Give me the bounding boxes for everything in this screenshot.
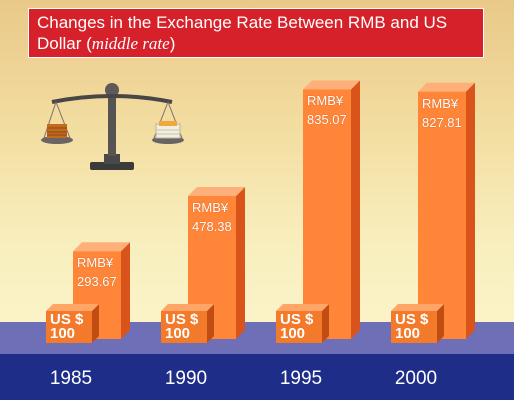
bar-top-1995 bbox=[303, 80, 360, 90]
usd-box-top-1995 bbox=[276, 304, 329, 311]
data-label-2000: 827.81 bbox=[422, 114, 462, 130]
usd-box-1985 bbox=[46, 311, 92, 343]
x-tick-label-1985: 1985 bbox=[49, 368, 93, 389]
usd-box-1995 bbox=[276, 311, 322, 343]
bar-side-1990 bbox=[236, 187, 245, 339]
usd-box-2000 bbox=[391, 311, 437, 343]
bar-top-2000 bbox=[418, 82, 475, 92]
axis-band bbox=[0, 354, 514, 400]
chart-title: Changes in the Exchange Rate Between RMB… bbox=[28, 8, 484, 58]
data-label-1985: 293.67 bbox=[77, 274, 117, 290]
value-prefix-1985: RMB¥ bbox=[77, 255, 114, 271]
usd-box-top-1990 bbox=[161, 304, 214, 311]
usd-box-side-2000 bbox=[437, 304, 444, 343]
bar-side-1995 bbox=[351, 80, 360, 339]
usd-box-side-1990 bbox=[207, 304, 214, 343]
usd-box-side-1985 bbox=[92, 304, 99, 343]
x-tick-label-2000: 2000 bbox=[394, 368, 438, 389]
usd-label-top-1985: US $ bbox=[50, 311, 84, 328]
balance-scale-icon bbox=[41, 83, 184, 170]
bar-top-1985 bbox=[73, 242, 130, 252]
usd-label-bottom-1985: 100 bbox=[50, 325, 76, 342]
title-line-2-text: Dollar ( bbox=[37, 34, 92, 53]
usd-label-top-2000: US $ bbox=[395, 311, 429, 328]
data-label-1990: 478.38 bbox=[192, 219, 232, 235]
usd-box-top-1985 bbox=[46, 304, 99, 311]
x-tick-label-1990: 1990 bbox=[164, 368, 208, 389]
value-prefix-2000: RMB¥ bbox=[422, 95, 459, 111]
bar-side-2000 bbox=[466, 82, 475, 340]
usd-label-bottom-2000: 100 bbox=[395, 325, 421, 342]
title-subtitle-italic: middle rate bbox=[91, 34, 170, 53]
title-line-2-close: ) bbox=[169, 34, 176, 53]
usd-label-bottom-1995: 100 bbox=[280, 325, 306, 342]
x-tick-label-1995: 1995 bbox=[279, 368, 323, 389]
usd-box-side-1995 bbox=[322, 304, 329, 343]
value-prefix-1990: RMB¥ bbox=[192, 200, 229, 216]
title-line-2: Dollar (middle rate) bbox=[37, 33, 475, 54]
bar-2000 bbox=[418, 91, 466, 340]
usd-box-top-2000 bbox=[391, 304, 444, 311]
data-label-1995: 835.07 bbox=[307, 112, 347, 128]
bar-side-1985 bbox=[121, 242, 130, 339]
bar-top-1990 bbox=[188, 187, 245, 197]
usd-label-bottom-1990: 100 bbox=[165, 325, 191, 342]
usd-label-top-1990: US $ bbox=[165, 311, 199, 328]
bar-1995 bbox=[303, 89, 351, 339]
title-line-1: Changes in the Exchange Rate Between RMB… bbox=[37, 13, 448, 32]
usd-label-top-1995: US $ bbox=[280, 311, 314, 328]
usd-box-1990 bbox=[161, 311, 207, 343]
value-prefix-1995: RMB¥ bbox=[307, 93, 344, 109]
